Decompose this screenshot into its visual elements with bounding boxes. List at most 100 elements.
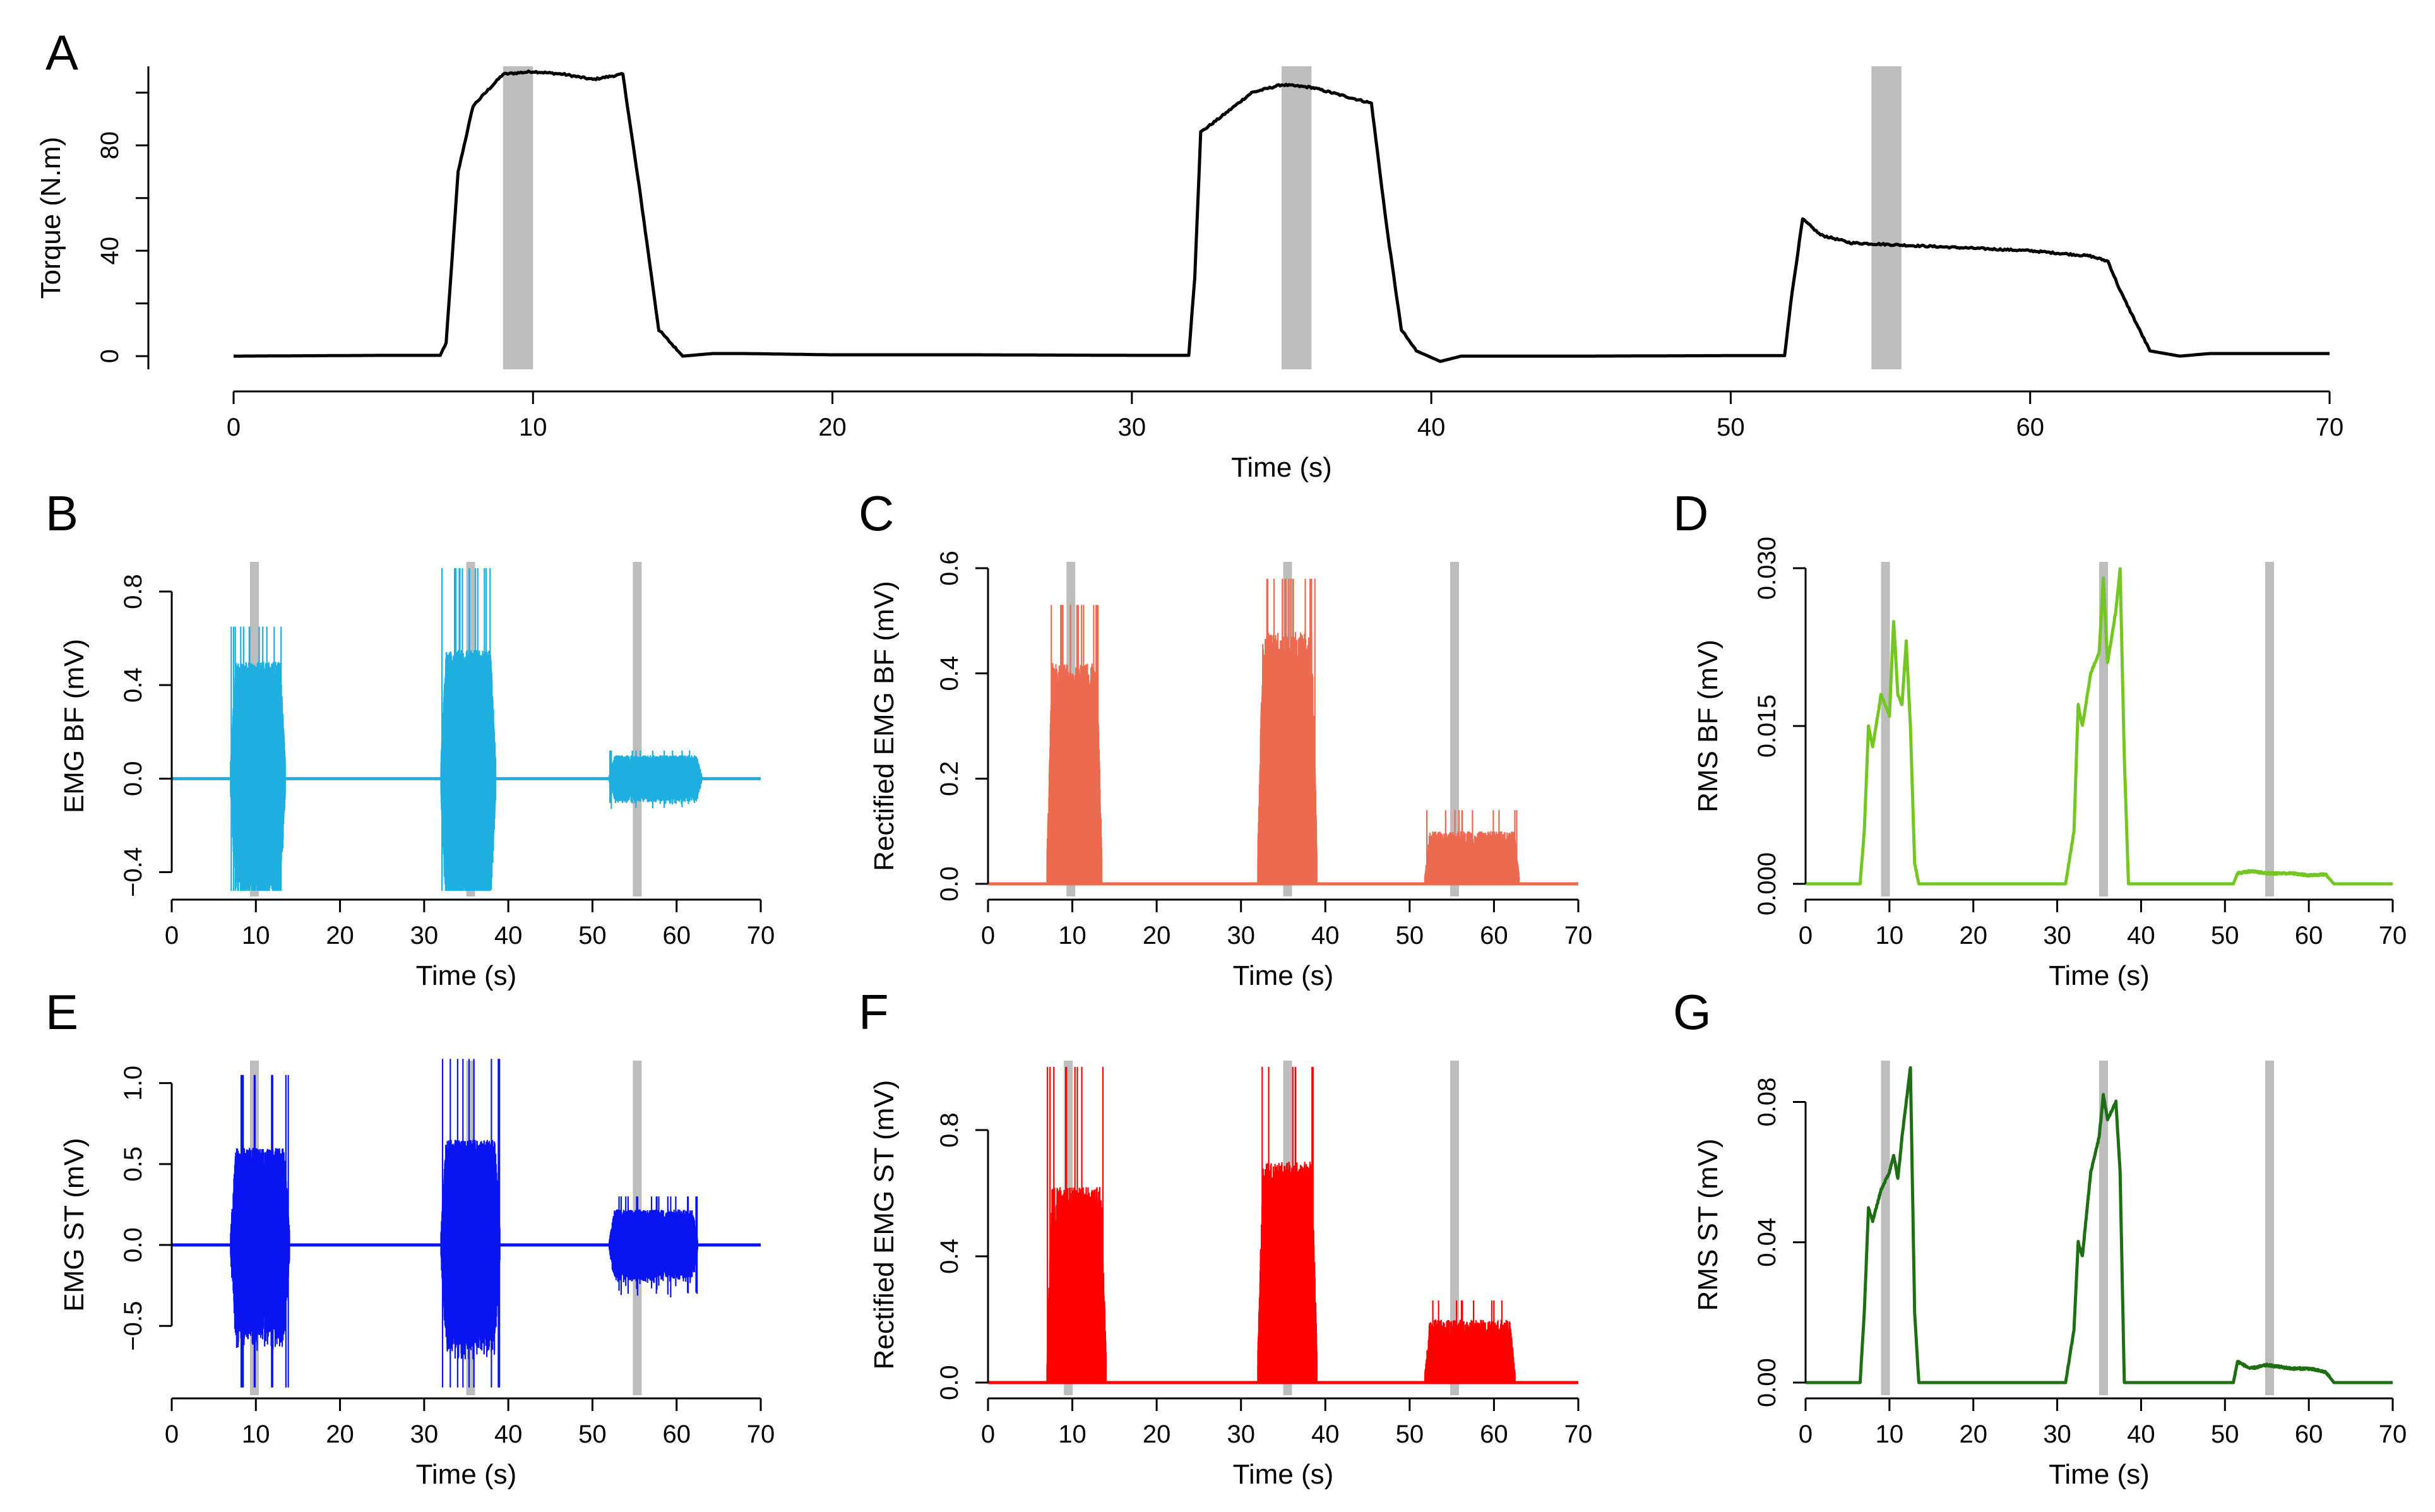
- y-axis-title: EMG BF (mV): [59, 639, 90, 813]
- highlight-band: [1282, 66, 1312, 369]
- series-line: [1804, 1066, 2394, 1384]
- x-tick-label: 20: [1959, 1420, 1987, 1448]
- x-tick-label: 10: [1876, 922, 1904, 949]
- x-tick-label: 30: [410, 922, 439, 949]
- x-tick-label: 60: [1480, 922, 1508, 949]
- emg-burst: [1424, 1301, 1516, 1383]
- x-tick-label: 60: [2016, 414, 2044, 441]
- emg-burst: [1046, 1067, 1107, 1383]
- x-tick-label: 0: [165, 1420, 179, 1448]
- highlight-band: [2099, 1061, 2108, 1395]
- x-tick-label: 40: [1311, 922, 1340, 949]
- y-tick-label: 0.5: [119, 1146, 147, 1182]
- x-tick-label: 50: [2211, 922, 2239, 949]
- x-tick-label: 60: [2295, 1420, 2323, 1448]
- panel-f: F 0 10 20 30 40 50 60 70 Time (s) 0.0 0.4 0.8 Rectifi…: [859, 984, 1592, 1490]
- y-axis-title: RMS ST (mV): [1693, 1139, 1724, 1311]
- x-tick-label: 70: [2379, 1420, 2407, 1448]
- highlight-band: [2265, 1061, 2275, 1395]
- x-tick-label: 0: [981, 922, 995, 949]
- y-tick-label: 0.00: [1753, 1358, 1781, 1407]
- x-tick-label: 10: [1876, 1420, 1904, 1448]
- emg-burst: [609, 750, 703, 809]
- x-tick-label: 70: [1564, 922, 1593, 949]
- x-tick-label: 70: [747, 1420, 775, 1448]
- x-tick-label: 60: [662, 922, 691, 949]
- x-tick-label: 60: [2295, 922, 2323, 949]
- y-tick-label: 0.4: [119, 667, 147, 703]
- x-tick-label: 20: [818, 414, 847, 441]
- highlight-band: [1881, 562, 1890, 896]
- x-axis-title: Time (s): [1233, 960, 1334, 991]
- y-axis-title: EMG ST (mV): [59, 1138, 90, 1311]
- y-axis-title: Torque (N.m): [35, 137, 66, 299]
- emg-burst: [1046, 605, 1103, 884]
- emg-burst: [1424, 810, 1520, 884]
- x-axis-title: Time (s): [416, 1459, 517, 1490]
- x-tick-label: 0: [1799, 922, 1813, 949]
- y-tick-label: 0.2: [936, 761, 963, 797]
- y-tick-label: 0.030: [1753, 537, 1781, 600]
- x-axis-title: Time (s): [1231, 452, 1332, 483]
- x-tick-label: 20: [326, 1420, 354, 1448]
- x-tick-label: 40: [1417, 414, 1446, 441]
- y-tick-label: −0.5: [119, 1301, 147, 1351]
- panel-label: E: [45, 984, 78, 1040]
- x-tick-label: 0: [227, 414, 241, 441]
- x-tick-label: 30: [1118, 414, 1146, 441]
- panel-label: B: [45, 485, 78, 541]
- x-tick-label: 0: [165, 922, 179, 949]
- panel-label: F: [859, 984, 889, 1040]
- x-tick-label: 50: [578, 922, 607, 949]
- x-axis-title: Time (s): [2049, 960, 2150, 991]
- emg-burst: [440, 1059, 501, 1388]
- x-axis-title: Time (s): [1233, 1459, 1334, 1490]
- emg-burst: [609, 1196, 698, 1297]
- x-tick-label: 0: [981, 1420, 995, 1448]
- x-tick-label: 30: [1227, 1420, 1255, 1448]
- x-tick-label: 70: [2379, 922, 2407, 949]
- highlight-band: [1881, 1061, 1890, 1395]
- x-tick-label: 10: [1058, 1420, 1087, 1448]
- panel-b: B 0 10 20 30 40 50 60 70 Time (s) −0.4 0.0 0.4 0.8 EMG…: [45, 485, 775, 991]
- x-tick-label: 30: [2043, 1420, 2071, 1448]
- y-tick-label: 0.6: [936, 551, 963, 586]
- y-tick-label: 0.015: [1753, 694, 1781, 758]
- panel-label: D: [1673, 485, 1708, 541]
- x-tick-label: 70: [2316, 414, 2344, 441]
- x-tick-label: 20: [1143, 922, 1171, 949]
- y-tick-label: 40: [96, 237, 124, 265]
- x-tick-label: 40: [2127, 1420, 2155, 1448]
- x-tick-label: 40: [494, 922, 523, 949]
- x-axis-title: Time (s): [2049, 1459, 2150, 1490]
- y-axis-title: RMS BF (mV): [1693, 640, 1724, 813]
- x-tick-label: 50: [1396, 1420, 1424, 1448]
- y-tick-label: 0.4: [936, 1239, 963, 1274]
- highlight-band: [2265, 562, 2275, 896]
- highlight-band: [1871, 66, 1902, 369]
- y-tick-label: 0.04: [1753, 1218, 1781, 1267]
- emg-burst: [440, 568, 497, 891]
- emg-burst: [230, 1074, 290, 1388]
- series-line: [233, 69, 2330, 363]
- x-tick-label: 40: [494, 1420, 523, 1448]
- y-tick-label: 0.4: [936, 656, 963, 691]
- panel-label: G: [1673, 984, 1712, 1040]
- x-tick-label: 30: [1227, 922, 1255, 949]
- x-axis-title: Time (s): [416, 960, 517, 991]
- y-tick-label: 1.0: [119, 1066, 147, 1101]
- panel-e: E 0 10 20 30 40 50 60 70 Time (s) −0.5 0.0 0.5 1.0 EMG…: [45, 984, 775, 1490]
- y-tick-label: 0.0: [936, 1365, 963, 1400]
- x-tick-label: 50: [2211, 1420, 2239, 1448]
- y-tick-label: 0.0: [936, 866, 963, 902]
- panel-label: C: [859, 485, 894, 541]
- y-tick-label: 0.8: [119, 574, 147, 609]
- y-tick-label: 80: [96, 131, 124, 160]
- y-tick-label: 0.000: [1753, 852, 1781, 915]
- y-tick-label: 0.0: [119, 1227, 147, 1263]
- y-tick-label: 0.0: [119, 761, 147, 797]
- x-tick-label: 30: [410, 1420, 439, 1448]
- x-tick-label: 20: [1143, 1420, 1171, 1448]
- panel-d: D 0 10 20 30 40 50 60 70 Time (s) 0.000 0.015 0.030 R…: [1673, 485, 2407, 991]
